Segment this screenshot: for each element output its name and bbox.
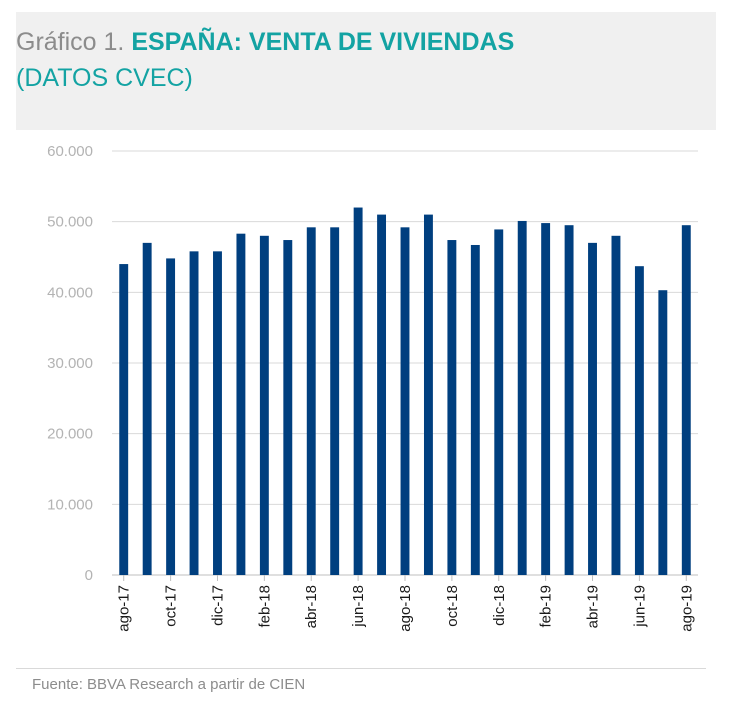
chart-title: Gráfico 1. ESPAÑA: VENTA DE VIVIENDAS — [16, 28, 514, 57]
y-tick-label: 10.000 — [47, 496, 93, 513]
chart-subtitle: (DATOS CVEC) — [16, 64, 193, 92]
bar — [400, 227, 410, 575]
bar — [681, 225, 691, 575]
y-tick-label: 0 — [85, 567, 93, 584]
y-tick-label: 30.000 — [47, 355, 93, 372]
chart-number: Gráfico 1. — [16, 28, 125, 56]
x-axis-ticks — [123, 575, 687, 581]
bar — [330, 227, 340, 575]
x-axis-labels: ago-17 oct-17 dic-17 feb-18 abr-18 jun-18 ago-… — [116, 585, 696, 632]
y-tick-label: 40.000 — [47, 284, 93, 301]
bar — [634, 266, 644, 575]
bar — [353, 207, 363, 575]
bar — [541, 223, 551, 575]
bar — [213, 251, 222, 575]
source-note: Fuente: BBVA Research a partir de CIEN — [32, 676, 306, 693]
x-tick-label: oct-18 — [444, 585, 461, 627]
x-tick-label: abr-19 — [585, 585, 602, 628]
bar — [259, 235, 269, 576]
bar — [564, 225, 574, 575]
chart-title-text: ESPAÑA: VENTA DE VIVIENDAS — [131, 28, 515, 56]
x-tick-label: dic-18 — [491, 585, 508, 626]
bars — [119, 207, 691, 576]
x-tick-label: feb-19 — [538, 585, 555, 628]
bar — [142, 242, 152, 575]
x-tick-label: jun-18 — [350, 585, 367, 628]
bar — [423, 214, 433, 575]
bar-chart: 0 10.000 20.000 30.000 40.000 50.000 60.000 ag… — [47, 143, 698, 632]
bar — [236, 233, 246, 575]
x-tick-label: ago-19 — [678, 585, 695, 632]
x-tick-label: ago-18 — [397, 585, 414, 632]
x-tick-label: ago-17 — [116, 585, 133, 632]
y-tick-label: 50.000 — [47, 214, 93, 231]
x-tick-label: feb-18 — [256, 585, 273, 628]
bar — [658, 290, 668, 575]
bar — [377, 214, 387, 575]
bar — [189, 251, 199, 575]
bar — [447, 240, 457, 575]
x-tick-label: abr-18 — [303, 585, 320, 628]
bar — [611, 235, 621, 576]
bar — [283, 240, 293, 575]
chart-header — [16, 12, 716, 130]
bar — [470, 244, 480, 575]
bar — [119, 264, 129, 575]
bar — [517, 220, 527, 575]
bar — [588, 242, 597, 575]
bar — [494, 229, 504, 575]
y-tick-label: 60.000 — [47, 143, 93, 160]
footer-divider — [16, 668, 706, 669]
y-tick-label: 20.000 — [47, 426, 93, 443]
x-tick-label: dic-17 — [209, 585, 226, 626]
bar — [306, 227, 316, 575]
x-tick-label: oct-17 — [163, 585, 180, 627]
y-axis-labels: 0 10.000 20.000 30.000 40.000 50.000 60.000 — [47, 143, 93, 584]
x-tick-label: jun-19 — [631, 585, 648, 628]
bar — [166, 258, 176, 575]
